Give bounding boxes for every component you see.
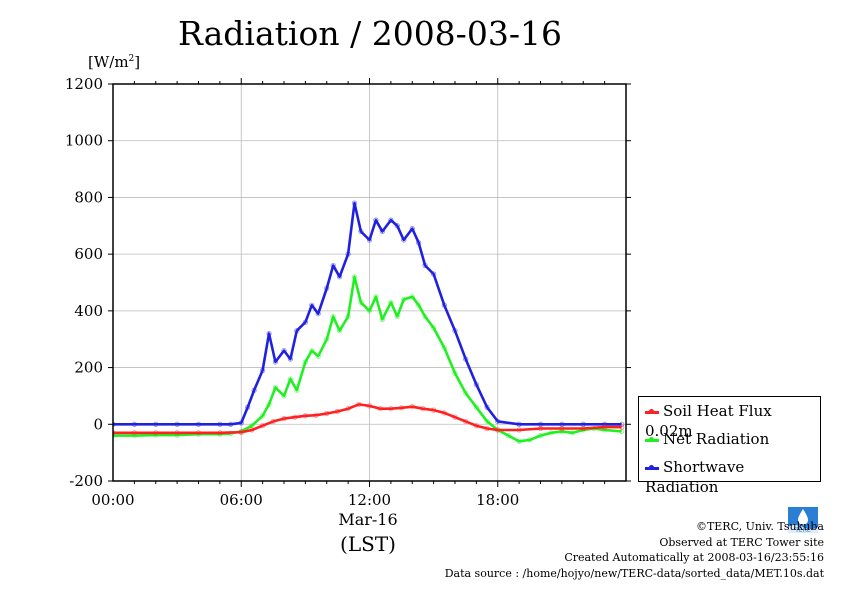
legend: Soil Heat Flux 0.02m Net Radiation Short… xyxy=(638,396,821,496)
y-tick-label: 400 xyxy=(74,302,103,320)
y-tick-label: -200 xyxy=(69,472,103,490)
credit-line-source: Data source : /home/hojyo/new/TERC-data/… xyxy=(444,566,824,580)
axis-ticks: -200 0 200 400 600 800 1000 1200 00:00 06:00 12:00… xyxy=(65,75,631,509)
series-layer xyxy=(113,200,625,444)
x-date-label: Mar-16 xyxy=(338,510,398,529)
data-point-net xyxy=(473,404,479,410)
legend-label-short: Shortwave Radiation xyxy=(645,458,745,496)
series-line-net xyxy=(113,275,622,443)
legend-label-net: Net Radiation xyxy=(663,430,770,448)
y-tick-label: 0 xyxy=(93,415,103,433)
legend-swatch-short xyxy=(645,464,659,470)
terc-logo-icon: TERC xyxy=(788,507,818,534)
logo-text: TERC xyxy=(794,527,811,534)
legend-net-radiation: Net Radiation xyxy=(645,429,769,449)
credit-line-created: Created Automatically at 2008-03-16/23:5… xyxy=(564,551,824,564)
y-tick-label: 200 xyxy=(74,359,103,377)
series-net xyxy=(113,274,625,444)
legend-swatch-net xyxy=(645,436,659,442)
x-axis-label: (LST) xyxy=(340,532,396,556)
unit-superscript: 2 xyxy=(128,54,135,64)
credits: ©TERC, Univ. Tsukuba Observed at TERC To… xyxy=(445,519,824,581)
grid-lines xyxy=(113,84,626,481)
x-tick-label: 06:00 xyxy=(220,491,263,509)
series-short xyxy=(113,200,625,427)
series-group xyxy=(113,200,625,444)
series-line-short xyxy=(113,201,622,426)
legend-swatch-soil xyxy=(645,408,659,414)
x-tick-label: 00:00 xyxy=(91,491,134,509)
unit-close: ] xyxy=(134,53,141,71)
y-tick-label: 800 xyxy=(74,188,103,206)
x-tick-label: 18:00 xyxy=(476,491,519,509)
series-soil xyxy=(113,401,625,436)
data-point-short xyxy=(388,217,394,223)
chart-title: Radiation / 2008-03-16 xyxy=(178,14,562,53)
legend-soil-heat-flux: Soil Heat Flux 0.02m xyxy=(645,401,820,440)
series-line-soil xyxy=(113,403,622,435)
credit-line-site: Observed at TERC Tower site xyxy=(659,535,824,549)
credit-line-copyright: ©TERC, Univ. Tsukuba xyxy=(695,520,824,533)
y-axis-unit: [W/m2] xyxy=(88,53,140,71)
y-tick-label: 1000 xyxy=(65,132,103,150)
unit-text: [W/m xyxy=(88,53,129,71)
legend-label-soil: Soil Heat Flux 0.02m xyxy=(645,402,772,440)
y-tick-label: 600 xyxy=(74,245,103,263)
x-tick-label: 12:00 xyxy=(348,491,391,509)
y-tick-label: 1200 xyxy=(65,75,103,93)
legend-shortwave-radiation: Shortwave Radiation xyxy=(645,457,820,496)
